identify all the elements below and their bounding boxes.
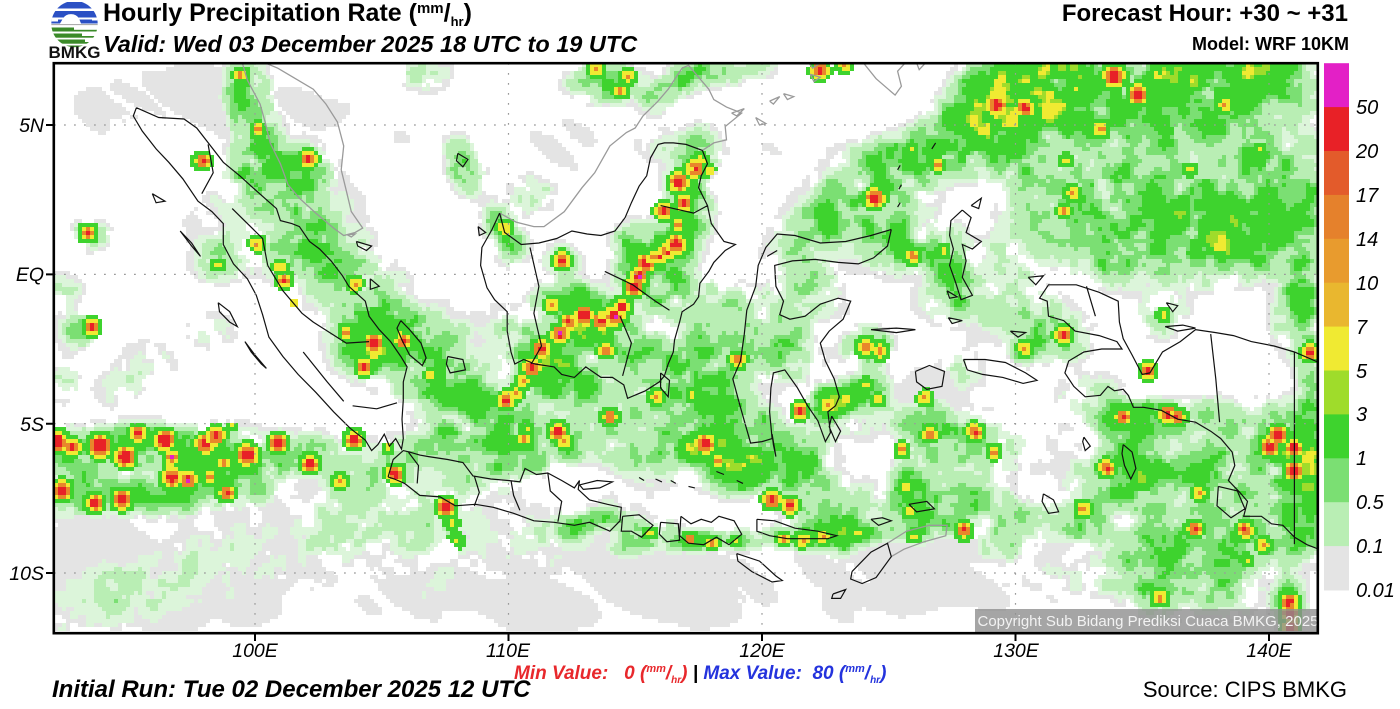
svg-text:5N: 5N xyxy=(19,115,45,137)
svg-text:1: 1 xyxy=(1356,448,1367,470)
svg-text:100E: 100E xyxy=(232,640,279,662)
svg-text:Forecast Hour: +30 ~ +31: Forecast Hour: +30 ~ +31 xyxy=(1062,0,1348,27)
svg-text:Valid: Wed 03 December 2025 18: Valid: Wed 03 December 2025 18 UTC to 19… xyxy=(103,31,638,57)
svg-text:EQ: EQ xyxy=(16,264,44,286)
svg-text:10: 10 xyxy=(1356,273,1378,295)
svg-text:Copyright Sub Bidang Prediksi: Copyright Sub Bidang Prediksi Cuaca BMKG… xyxy=(977,613,1318,630)
svg-text:Source: CIPS BMKG: Source: CIPS BMKG xyxy=(1143,677,1347,702)
svg-text:130E: 130E xyxy=(993,640,1040,662)
svg-text:20: 20 xyxy=(1355,141,1378,163)
svg-text:Hourly Precipitation Rate (mm/: Hourly Precipitation Rate (mm/hr) xyxy=(103,0,472,29)
svg-text:BMKG: BMKG xyxy=(49,43,101,62)
svg-text:10S: 10S xyxy=(9,563,44,585)
svg-text:5: 5 xyxy=(1356,361,1368,383)
svg-text:120E: 120E xyxy=(739,640,786,662)
svg-text:Min Value: 0 (mm/hr) | Max V: Min Value: 0 (mm/hr) | Max Value: 80 (mm… xyxy=(514,663,886,686)
svg-text:5S: 5S xyxy=(20,414,44,436)
svg-text:14: 14 xyxy=(1356,229,1378,251)
svg-text:17: 17 xyxy=(1356,185,1379,207)
svg-text:50: 50 xyxy=(1356,97,1378,119)
svg-text:7: 7 xyxy=(1356,317,1368,339)
svg-text:110E: 110E xyxy=(486,640,531,662)
svg-text:0.1: 0.1 xyxy=(1356,536,1384,558)
svg-text:140E: 140E xyxy=(1246,640,1293,662)
svg-text:0.01: 0.01 xyxy=(1356,580,1395,602)
svg-text:Initial Run: Tue 02 December 2: Initial Run: Tue 02 December 2025 12 UTC xyxy=(52,676,531,703)
svg-text:0.5: 0.5 xyxy=(1356,492,1385,514)
svg-text:Model: WRF 10KM: Model: WRF 10KM xyxy=(1192,34,1349,54)
svg-text:3: 3 xyxy=(1356,404,1367,426)
